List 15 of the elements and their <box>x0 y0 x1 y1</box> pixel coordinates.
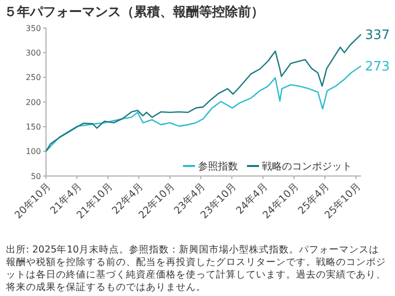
line-series <box>45 65 362 152</box>
legend-label: 参照指数 <box>198 160 238 172</box>
y-tick-label: 150 <box>26 122 41 132</box>
y-tick-label: 50 <box>30 172 41 181</box>
text: 出所: 2025年10月末時点。参照指数：新興国市場小型株式指数。パフォーマンスは報酬や税額を控除する前の、配当を再投資したグロスリターンです。戦略のコンポジットは各日の終値に基づく純資産価格を使って計算しています。過去の実績であり、将来の成果を保証するものではありません。 <box>5 244 386 293</box>
y-tick-label: 350 <box>26 24 41 33</box>
chart-title: ５年パフォーマンス（累積、報酬等控除前） <box>4 5 264 20</box>
annotation: 273 <box>365 60 390 75</box>
y-tick-label: 300 <box>26 48 41 58</box>
legend-label: 戦略のコンポジット <box>262 160 352 172</box>
annotation: 337 <box>365 28 390 43</box>
line-series <box>45 34 362 152</box>
y-tick-label: 250 <box>26 73 41 82</box>
y-tick-label: 200 <box>26 98 41 107</box>
y-tick-label: 100 <box>26 147 41 156</box>
